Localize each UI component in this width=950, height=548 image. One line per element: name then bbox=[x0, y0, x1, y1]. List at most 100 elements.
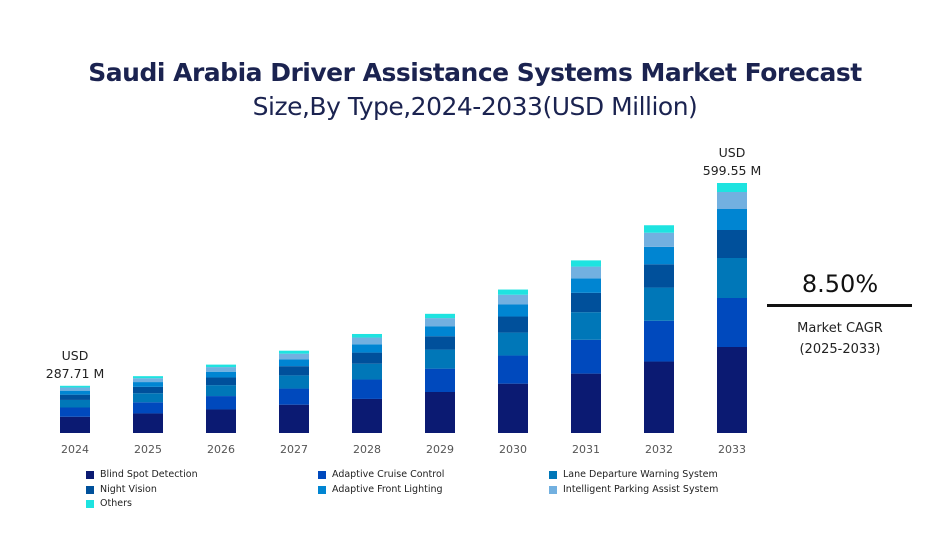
legend-label: Adaptive Front Lighting bbox=[332, 484, 443, 495]
bar-segment-2032-0 bbox=[644, 361, 674, 433]
bar-segment-2029-6 bbox=[425, 313, 455, 319]
bar-segment-2027-0 bbox=[279, 404, 309, 433]
legend-label: Night Vision bbox=[100, 484, 157, 495]
bar-segment-2030-3 bbox=[498, 316, 528, 333]
bar-segment-2024-3 bbox=[60, 394, 90, 400]
bar-segment-2033-4 bbox=[717, 209, 747, 230]
bar-segment-2032-6 bbox=[644, 225, 674, 233]
bar-segment-2027-5 bbox=[279, 353, 309, 360]
bar-segment-2025-1 bbox=[133, 402, 163, 414]
bar-segment-2025-6 bbox=[133, 376, 163, 379]
bar-segment-2026-5 bbox=[206, 367, 236, 372]
bar-segment-2024-6 bbox=[60, 385, 90, 388]
bar-segment-2031-4 bbox=[571, 278, 601, 293]
bar-segment-2031-3 bbox=[571, 292, 601, 313]
cagr-period: (2025-2033) bbox=[799, 342, 881, 357]
x-tick-label: 2024 bbox=[61, 443, 89, 456]
bar-segment-2029-5 bbox=[425, 318, 455, 327]
bar-segment-2032-1 bbox=[644, 320, 674, 362]
bar-segment-2031-2 bbox=[571, 312, 601, 340]
bar-segment-2024-2 bbox=[60, 399, 90, 408]
bar-segment-2026-4 bbox=[206, 371, 236, 378]
legend-label: Blind Spot Detection bbox=[100, 469, 198, 480]
legend-swatch bbox=[549, 470, 557, 479]
bar-segment-2031-1 bbox=[571, 339, 601, 374]
legend-item: Lane Departure Warning System bbox=[549, 469, 718, 480]
bar-segment-2030-0 bbox=[498, 383, 528, 433]
bar-segment-2029-3 bbox=[425, 336, 455, 350]
bar-segment-2026-3 bbox=[206, 377, 236, 386]
bar-segment-2033-0 bbox=[717, 347, 747, 433]
bar-segment-2025-5 bbox=[133, 378, 163, 383]
legend-item: Blind Spot Detection bbox=[86, 469, 198, 480]
bar-segment-2033-2 bbox=[717, 258, 747, 298]
cagr-label: Market CAGR (2025-2033) bbox=[770, 318, 910, 360]
bar-segment-2028-1 bbox=[352, 379, 382, 399]
legend-item: Adaptive Cruise Control bbox=[318, 469, 444, 480]
chart-subtitle: Size,By Type,2024-2033(USD Million) bbox=[252, 92, 698, 121]
bar-segment-2030-1 bbox=[498, 355, 528, 384]
x-tick-label: 2029 bbox=[426, 443, 454, 456]
bar-segment-2033-6 bbox=[717, 183, 747, 192]
x-tick-label: 2028 bbox=[353, 443, 381, 456]
bar-segment-2026-1 bbox=[206, 396, 236, 410]
bar-segment-2028-5 bbox=[352, 337, 382, 345]
bar-segment-2033-5 bbox=[717, 192, 747, 209]
bar-segment-2032-2 bbox=[644, 287, 674, 321]
bar-segment-2031-6 bbox=[571, 260, 601, 267]
legend-label: Intelligent Parking Assist System bbox=[563, 484, 719, 495]
data-label: 287.71 M bbox=[46, 366, 105, 381]
legend-swatch bbox=[86, 485, 94, 494]
bar-segment-2030-5 bbox=[498, 294, 528, 305]
cagr-label-text: Market CAGR bbox=[797, 321, 883, 336]
x-tick-label: 2032 bbox=[645, 443, 673, 456]
legend-item: Others bbox=[86, 498, 132, 509]
legend-item: Night Vision bbox=[86, 484, 157, 495]
legend-swatch bbox=[318, 485, 326, 494]
bar-segment-2024-0 bbox=[60, 416, 90, 433]
bar-segment-2030-2 bbox=[498, 332, 528, 356]
x-tick-label: 2025 bbox=[134, 443, 162, 456]
cagr-divider bbox=[767, 304, 912, 307]
bar-segment-2030-6 bbox=[498, 289, 528, 295]
legend-swatch bbox=[318, 470, 326, 479]
x-tick-label: 2030 bbox=[499, 443, 527, 456]
bar-segment-2029-0 bbox=[425, 392, 455, 433]
legend-swatch bbox=[86, 499, 94, 508]
bar-segment-2027-4 bbox=[279, 359, 309, 367]
bar-segment-2024-4 bbox=[60, 390, 90, 395]
bar-segment-2028-4 bbox=[352, 344, 382, 353]
bar-segment-2029-1 bbox=[425, 368, 455, 393]
bar-segment-2028-3 bbox=[352, 352, 382, 364]
legend-label: Others bbox=[100, 498, 132, 509]
bar-segment-2024-5 bbox=[60, 387, 90, 391]
bar-segment-2031-0 bbox=[571, 373, 601, 433]
bar-segment-2025-0 bbox=[133, 413, 163, 433]
bar-segment-2029-2 bbox=[425, 349, 455, 369]
bar-segment-2025-3 bbox=[133, 386, 163, 394]
bar-segment-2028-6 bbox=[352, 333, 382, 338]
legend-swatch bbox=[86, 470, 94, 479]
bar-segment-2025-2 bbox=[133, 393, 163, 403]
chart-title: Saudi Arabia Driver Assistance Systems M… bbox=[88, 58, 862, 87]
bar-segment-2028-2 bbox=[352, 363, 382, 380]
bar-segment-2026-2 bbox=[206, 385, 236, 397]
bar-segment-2031-5 bbox=[571, 266, 601, 279]
bar-segment-2032-5 bbox=[644, 232, 674, 247]
bar-segment-2027-1 bbox=[279, 388, 309, 405]
bar-segment-2028-0 bbox=[352, 398, 382, 433]
bar-segment-2027-6 bbox=[279, 350, 309, 354]
bar-segment-2024-1 bbox=[60, 407, 90, 417]
x-tick-label: 2031 bbox=[572, 443, 600, 456]
data-label: USD bbox=[62, 348, 89, 363]
bar-segment-2025-4 bbox=[133, 382, 163, 387]
bar-segment-2030-4 bbox=[498, 304, 528, 317]
legend-label: Lane Departure Warning System bbox=[563, 469, 718, 480]
bar-segment-2026-0 bbox=[206, 409, 236, 433]
legend-item: Intelligent Parking Assist System bbox=[549, 484, 718, 495]
bar-segment-2032-3 bbox=[644, 264, 674, 288]
legend-item: Adaptive Front Lighting bbox=[318, 484, 443, 495]
x-tick-label: 2027 bbox=[280, 443, 308, 456]
